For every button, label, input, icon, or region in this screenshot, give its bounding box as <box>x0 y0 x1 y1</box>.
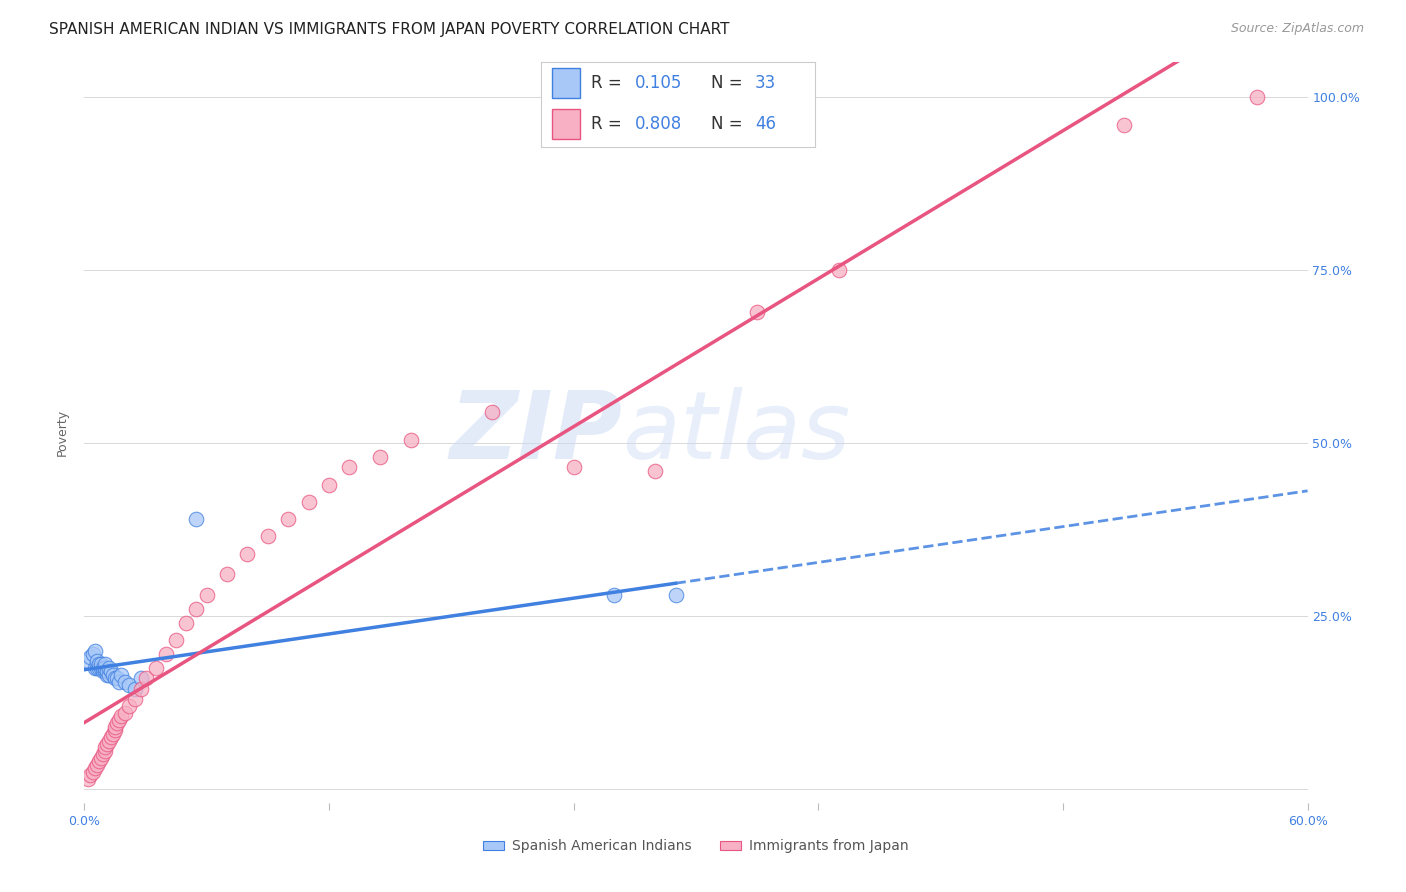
Point <box>124 692 146 706</box>
Point <box>114 674 136 689</box>
Point <box>97 733 120 747</box>
Point <box>96 667 118 681</box>
Point <box>87 661 110 675</box>
Point <box>118 678 141 692</box>
Point <box>82 647 104 661</box>
Point <box>562 460 585 475</box>
Point <box>79 650 101 665</box>
Text: N =: N = <box>711 115 748 133</box>
Point <box>236 547 259 561</box>
Point <box>86 661 108 675</box>
Point <box>131 681 153 696</box>
Text: 46: 46 <box>755 115 776 133</box>
Point <box>131 671 153 685</box>
Point <box>1114 118 1136 132</box>
Point <box>96 665 118 679</box>
Point <box>79 768 101 782</box>
Point <box>101 726 124 740</box>
Point <box>93 740 115 755</box>
Point <box>101 667 124 681</box>
Text: 33: 33 <box>755 74 776 92</box>
Point <box>93 665 115 679</box>
Text: R =: R = <box>591 115 627 133</box>
Point <box>104 671 127 685</box>
Point <box>77 654 100 668</box>
Point <box>97 661 120 675</box>
Point <box>1246 90 1268 104</box>
Point <box>104 723 127 738</box>
Point <box>93 744 115 758</box>
Point <box>108 713 131 727</box>
Text: 0.105: 0.105 <box>634 74 682 92</box>
Point <box>90 661 112 675</box>
Point <box>603 588 626 602</box>
Point <box>298 495 321 509</box>
Point <box>105 671 128 685</box>
Point <box>82 764 104 779</box>
Point <box>100 730 122 744</box>
Point <box>86 654 108 668</box>
Point <box>105 716 128 731</box>
Point <box>481 405 503 419</box>
Point <box>93 661 115 675</box>
Point <box>165 633 187 648</box>
Bar <box>553 109 579 139</box>
Point <box>118 698 141 713</box>
Point <box>86 757 108 772</box>
Point <box>174 615 197 630</box>
Point <box>100 665 122 679</box>
Point <box>828 263 851 277</box>
Point <box>155 647 177 661</box>
Point <box>91 747 114 762</box>
Text: 0.808: 0.808 <box>634 115 682 133</box>
Point <box>124 681 146 696</box>
Point <box>110 709 132 723</box>
Point <box>339 460 361 475</box>
Point <box>83 643 105 657</box>
Text: R =: R = <box>591 74 627 92</box>
Point <box>104 720 127 734</box>
Text: Source: ZipAtlas.com: Source: ZipAtlas.com <box>1230 22 1364 36</box>
Bar <box>553 69 579 98</box>
Point <box>110 667 132 681</box>
Point <box>83 761 105 775</box>
Point <box>97 667 120 681</box>
Point <box>77 772 100 786</box>
Point <box>665 588 688 602</box>
Legend: Spanish American Indians, Immigrants from Japan: Spanish American Indians, Immigrants fro… <box>478 834 914 859</box>
Point <box>186 512 208 526</box>
Point <box>747 304 769 318</box>
Point <box>90 657 112 672</box>
Point <box>91 665 114 679</box>
Point <box>87 754 110 768</box>
Point <box>93 657 115 672</box>
Point <box>368 450 391 464</box>
Point <box>318 477 340 491</box>
Text: SPANISH AMERICAN INDIAN VS IMMIGRANTS FROM JAPAN POVERTY CORRELATION CHART: SPANISH AMERICAN INDIAN VS IMMIGRANTS FR… <box>49 22 730 37</box>
Text: atlas: atlas <box>623 387 851 478</box>
Point <box>90 751 112 765</box>
Point <box>145 661 167 675</box>
Point <box>186 602 208 616</box>
Point <box>114 706 136 720</box>
Text: N =: N = <box>711 74 748 92</box>
Point <box>277 512 299 526</box>
Point <box>83 661 105 675</box>
Point <box>108 674 131 689</box>
Point <box>91 661 114 675</box>
Text: ZIP: ZIP <box>450 386 623 479</box>
Point <box>87 657 110 672</box>
Point <box>217 567 239 582</box>
Point <box>399 433 422 447</box>
Point <box>96 737 118 751</box>
Point <box>135 671 157 685</box>
Point <box>257 529 280 543</box>
Point <box>195 588 218 602</box>
Y-axis label: Poverty: Poverty <box>55 409 69 456</box>
Point <box>644 464 666 478</box>
